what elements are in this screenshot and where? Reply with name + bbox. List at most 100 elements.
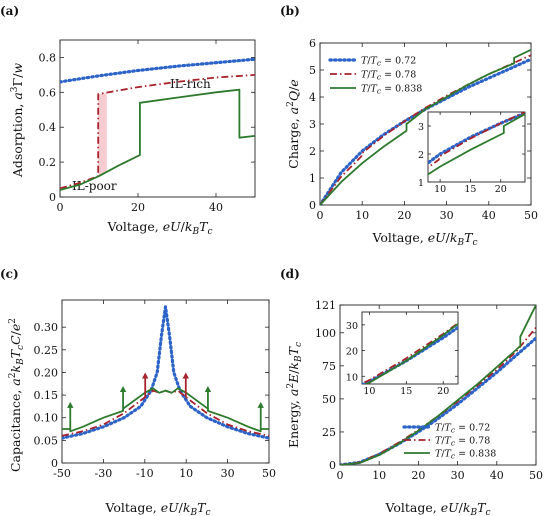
legend-d-label: T/Tc = 0.838 bbox=[435, 449, 496, 461]
panel-d-xtick-label: 0 bbox=[337, 469, 344, 482]
panel-c-xtick-label: -10 bbox=[136, 467, 154, 480]
panel-b-xtick-label: 40 bbox=[482, 209, 496, 222]
spike-arrowhead bbox=[257, 401, 264, 408]
panel-c-xtick-label: 30 bbox=[221, 467, 235, 480]
inset-b-series-0 bbox=[428, 112, 525, 165]
panel-d-xtick-label: 10 bbox=[372, 469, 386, 482]
panel-c: (c) Voltage, eU/kBTc Capacitance, a2kBTc… bbox=[0, 267, 210, 516]
panel-a-xtick-label: 40 bbox=[209, 201, 223, 214]
panel-d-ytick-label: 75 bbox=[322, 360, 336, 373]
inset-d-ytick-label: 10 bbox=[346, 372, 358, 383]
x-axis-label-a: Voltage, eU/kBTc bbox=[107, 219, 213, 237]
panel-a-ytick-label: 0.8 bbox=[39, 51, 57, 64]
panel-b-xtick-label: 0 bbox=[317, 209, 324, 222]
panel-c-ytick-label: 0.05 bbox=[34, 434, 59, 447]
legend-d-label: T/Tc = 0.78 bbox=[435, 436, 490, 448]
inset-d-xtick-label: 10 bbox=[363, 386, 375, 397]
panel-d-xtick-label: 40 bbox=[490, 469, 504, 482]
inset-b-ytick-label: 1 bbox=[418, 178, 424, 189]
panel-a-ytick-label: 0.2 bbox=[39, 156, 57, 169]
panel-d-frame bbox=[339, 304, 537, 466]
inset-b-xtick-label: 15 bbox=[464, 184, 476, 195]
panel-d-ytick-label: 100 bbox=[315, 327, 336, 340]
spike-arrowhead bbox=[67, 401, 74, 408]
panel-b-xtick-label: 50 bbox=[524, 209, 538, 222]
panel-d-ytick-label: 121 bbox=[315, 299, 336, 312]
annotation-il-rich: IL-rich bbox=[170, 77, 211, 91]
series-d-2 bbox=[340, 305, 536, 465]
panel-b-ytick-label: 3 bbox=[309, 118, 316, 131]
annotation-il-poor: IL-poor bbox=[72, 179, 117, 193]
series-a-1 bbox=[60, 74, 255, 190]
panel-c-xtick-label: 10 bbox=[179, 467, 193, 480]
panel-a-ytick-label: 0.4 bbox=[39, 121, 57, 134]
panel-a-ytick-label: 0.6 bbox=[39, 86, 57, 99]
inset-d-ytick-label: 30 bbox=[346, 321, 358, 332]
x-axis-label-c: Voltage, eU/kBTc bbox=[105, 500, 211, 516]
panel-b-ytick-label: 6 bbox=[309, 37, 316, 50]
panel-c-ytick-label: 0.30 bbox=[34, 321, 59, 334]
panel-a-xtick-label: 0 bbox=[57, 201, 64, 214]
panel-d-xtick-label: 50 bbox=[529, 469, 543, 482]
panel-label-c: (c) bbox=[0, 267, 19, 281]
panel-c-ytick-label: 0.25 bbox=[34, 344, 59, 357]
series-d-1 bbox=[340, 326, 536, 465]
inset-b-xtick-label: 20 bbox=[495, 184, 507, 195]
panel-c-xtick-label: 50 bbox=[262, 467, 276, 480]
panel-c-ytick-label: 0 bbox=[51, 457, 58, 470]
panel-d-ytick-label: 50 bbox=[322, 393, 336, 406]
legend-d-label: T/Tc = 0.72 bbox=[435, 423, 490, 435]
panel-d-xtick-label: 20 bbox=[411, 469, 425, 482]
series-c-2 bbox=[62, 387, 269, 433]
x-axis-label-b: Voltage, eU/kBTc bbox=[372, 230, 478, 248]
panel-label-b: (b) bbox=[280, 4, 300, 18]
shading-region bbox=[98, 93, 107, 177]
panel-c-ytick-label: 0.15 bbox=[34, 389, 59, 402]
inset-d-frame bbox=[361, 311, 459, 385]
panel-label-d: (d) bbox=[280, 267, 300, 281]
x-axis-label-d: Voltage, eU/kBTc bbox=[385, 500, 491, 516]
inset-d-bg bbox=[362, 312, 458, 384]
spike-arrowhead bbox=[142, 372, 149, 379]
y-axis-label-d: Energy, a2E/kBTc bbox=[286, 342, 304, 448]
panel-b-xtick-label: 30 bbox=[440, 209, 454, 222]
inset-b-series-2 bbox=[428, 113, 525, 176]
panel-b-ytick-label: 0 bbox=[309, 199, 316, 212]
inset-b-ytick-label: 3 bbox=[418, 122, 424, 133]
inset-b-xtick-label: 10 bbox=[434, 184, 446, 195]
panel-c-frame bbox=[61, 299, 270, 464]
inset-b-frame bbox=[427, 111, 526, 183]
spike-arrowhead bbox=[119, 386, 127, 393]
series-a-2 bbox=[60, 88, 255, 191]
inset-d-xtick-label: 20 bbox=[437, 386, 449, 397]
legend-b-label: T/Tc = 0.72 bbox=[361, 56, 416, 68]
panel-c-ytick-label: 0.20 bbox=[34, 366, 59, 379]
inset-d-xtick-label: 15 bbox=[400, 386, 412, 397]
series-b-2 bbox=[320, 48, 531, 205]
legend-b-label: T/Tc = 0.78 bbox=[361, 70, 416, 82]
y-axis-label-b: Charge, a2Q/e bbox=[286, 79, 301, 168]
panel-d-xtick-label: 30 bbox=[451, 469, 465, 482]
panel-a-ytick-label: 0 bbox=[49, 191, 56, 204]
panel-c-ytick-label: 0.10 bbox=[34, 412, 59, 425]
series-a-0 bbox=[60, 57, 255, 84]
panel-d-ytick-label: 0 bbox=[329, 459, 336, 472]
y-axis-label-c: Capacitance, a2kBTcC/e2 bbox=[8, 318, 26, 472]
panel-c-xtick-label: -50 bbox=[53, 467, 71, 480]
panel-b-xtick-label: 10 bbox=[355, 209, 369, 222]
panel-a: (a) IL-rich IL-poor Voltage, eU/kBTc Ads… bbox=[0, 4, 212, 237]
inset-d-ytick-label: 20 bbox=[346, 347, 358, 358]
panel-d: (d) Voltage, eU/kBTc Energy, a2E/kBTc bbox=[280, 267, 490, 516]
panel-b-ytick-label: 4 bbox=[309, 91, 316, 104]
spike-arrowhead bbox=[182, 372, 189, 379]
panel-b-ytick-label: 5 bbox=[309, 64, 316, 77]
panel-b: (b) Voltage, eU/kBTc Charge, a2Q/e bbox=[280, 4, 477, 248]
y-axis-label-a: Adsorption, a3Γ/w bbox=[10, 63, 25, 179]
spike-arrowhead bbox=[204, 386, 212, 393]
panel-b-xtick-label: 20 bbox=[397, 209, 411, 222]
panel-label-a: (a) bbox=[0, 4, 19, 18]
panel-a-frame bbox=[59, 39, 256, 198]
panel-c-xtick-label: -30 bbox=[95, 467, 113, 480]
